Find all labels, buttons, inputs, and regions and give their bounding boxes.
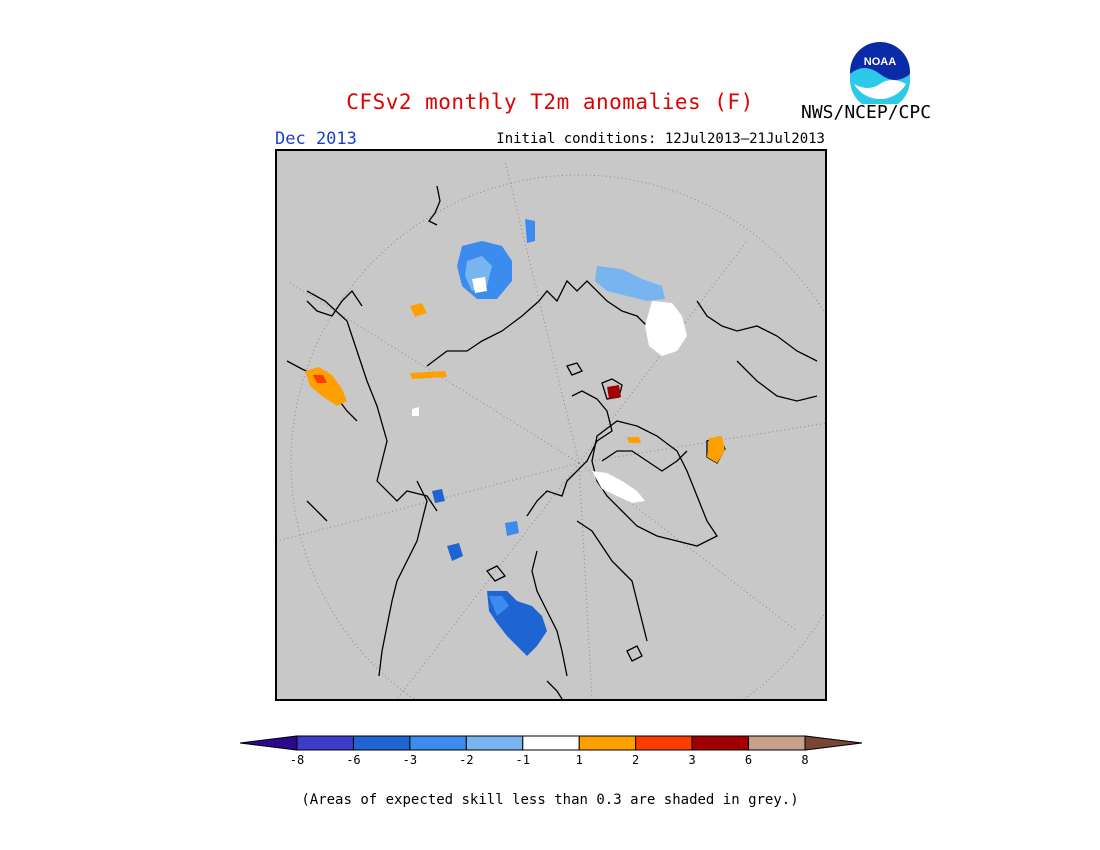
map-svg xyxy=(277,160,825,699)
colorbar-bin xyxy=(748,735,806,751)
colorbar-tick-label: 2 xyxy=(632,753,640,767)
anomaly-patch xyxy=(472,277,487,293)
anomaly-patch xyxy=(595,266,665,301)
colorbar-tick-label: -2 xyxy=(459,753,474,767)
latitude-circle xyxy=(290,174,825,699)
anomaly-patch xyxy=(412,407,419,416)
anomaly-patches xyxy=(305,219,725,656)
colorbar-bin xyxy=(804,735,862,751)
colorbar-tick-label: -3 xyxy=(402,753,418,767)
initial-conditions: Initial conditions: 12Jul2013–21Jul2013 xyxy=(496,131,825,147)
noaa-logo-text: NOAA xyxy=(864,56,896,68)
colorbar-tick-label: 1 xyxy=(575,753,583,767)
noaa-logo-icon: NOAA xyxy=(849,41,911,104)
colorbar-tick-label: -1 xyxy=(515,753,530,767)
anomaly-patch xyxy=(447,543,463,561)
anomaly-patch xyxy=(645,301,687,356)
anomaly-patch xyxy=(707,436,725,463)
colorbar-tick-label: -8 xyxy=(289,753,305,767)
colorbar-tick-label: 6 xyxy=(744,753,753,767)
colorbar-bin xyxy=(409,735,467,751)
anomaly-patch xyxy=(592,471,645,503)
colorbar-tick-label: 3 xyxy=(688,753,696,767)
polar-map xyxy=(275,149,827,701)
anomaly-patch xyxy=(607,385,621,399)
anomaly-patch xyxy=(525,219,535,243)
colorbar-bin xyxy=(578,735,637,751)
colorbar-tick-label: 8 xyxy=(801,753,809,767)
colorbar-bin xyxy=(240,735,298,751)
forecast-period: Dec 2013 xyxy=(275,129,357,149)
colorbar-bin xyxy=(296,735,354,751)
anomaly-patch xyxy=(410,303,427,317)
colorbar-bin xyxy=(352,735,411,751)
footnote: (Areas of expected skill less than 0.3 a… xyxy=(301,792,799,808)
colorbar-bin xyxy=(691,735,750,751)
anomaly-patch xyxy=(305,367,347,406)
anomaly-patch xyxy=(627,437,641,443)
colorbar-bin xyxy=(635,735,693,751)
colorbar-tick-label: -6 xyxy=(346,753,361,767)
colorbar xyxy=(240,735,862,751)
agency-label: NWS/NCEP/CPC xyxy=(801,102,932,123)
coastlines xyxy=(286,185,818,699)
anomaly-patch xyxy=(505,521,519,536)
colorbar-bin xyxy=(465,735,524,751)
anomaly-patch xyxy=(410,371,447,379)
anomaly-patch xyxy=(313,375,327,383)
anomaly-patch xyxy=(489,596,509,616)
chart-title: CFSv2 monthly T2m anomalies (F) xyxy=(346,90,754,114)
colorbar-bin xyxy=(522,735,580,751)
anomaly-patch xyxy=(432,489,445,503)
